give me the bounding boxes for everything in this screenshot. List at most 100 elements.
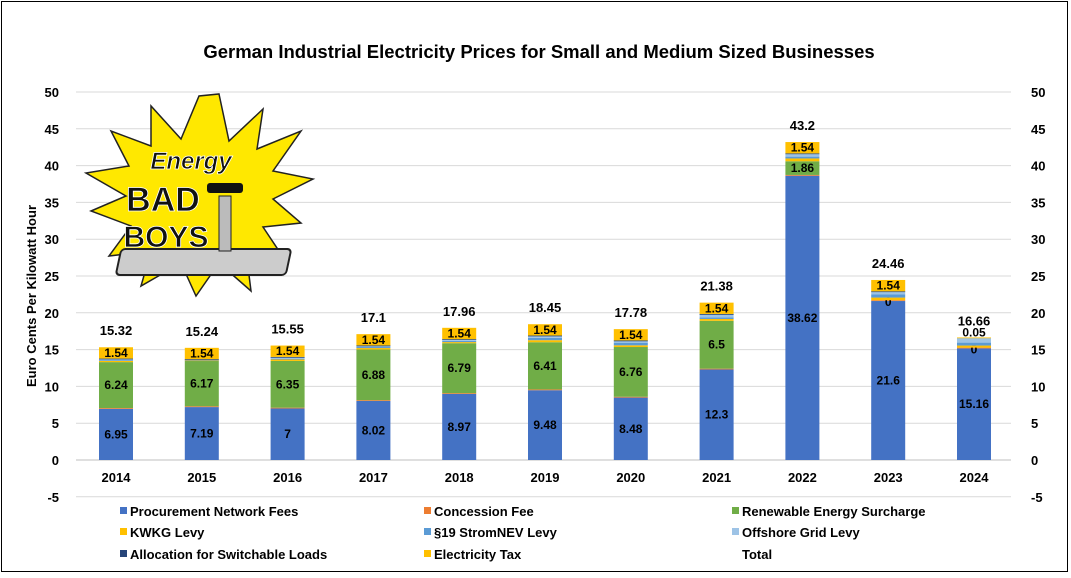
bar-segment: [699, 368, 734, 370]
data-label: 1.86: [791, 161, 815, 175]
data-label: 12.3: [705, 408, 729, 422]
bar-segment: [613, 340, 648, 343]
data-label: 1.54: [448, 326, 472, 340]
data-label: 8.48: [619, 422, 643, 436]
y-tick-label-left: 15: [45, 343, 59, 358]
y-tick-label-right: 45: [1031, 122, 1045, 137]
data-label: 9.48: [533, 418, 557, 432]
bar-segment: [528, 389, 562, 391]
data-label: 1.54: [276, 344, 300, 358]
total-label: 15.55: [271, 322, 304, 337]
data-label: 0: [971, 343, 978, 357]
x-tick-label: 2015: [187, 470, 216, 485]
y-tick-label-left: -5: [47, 490, 59, 505]
bar-segment: [957, 345, 991, 348]
legend-label: Total: [742, 547, 772, 562]
data-label: 1.54: [362, 333, 386, 347]
bar-segment: [442, 339, 477, 341]
legend-swatch: [120, 550, 127, 557]
y-tick-label-right: 40: [1031, 159, 1045, 174]
legend-label: Concession Fee: [434, 504, 534, 519]
y-tick-label-right: 20: [1031, 306, 1045, 321]
bar-segment: [785, 158, 820, 162]
bar-segment: [613, 396, 648, 398]
bar-segment: [442, 339, 477, 340]
bar-segment: [99, 358, 133, 361]
x-tick-label: 2018: [445, 470, 474, 485]
y-tick-label-right: 30: [1031, 232, 1045, 247]
bar-segment: [871, 297, 906, 301]
y-tick-label-right: 10: [1031, 379, 1045, 394]
bar-segment: [613, 347, 648, 397]
x-tick-label: 2017: [359, 470, 388, 485]
bar-segment: [528, 335, 562, 338]
bar-segment: [270, 345, 305, 357]
bar-segment: [356, 400, 391, 401]
legend-label: Allocation for Switchable Loads: [130, 547, 327, 562]
data-label: 1.54: [619, 328, 643, 342]
bar-segment: [957, 337, 991, 343]
chart-title: German Industrial Electricity Prices for…: [203, 41, 874, 62]
y-tick-label-left: 0: [52, 453, 59, 468]
bar-segment: [442, 393, 477, 460]
x-tick-label: 2021: [702, 470, 731, 485]
bar-segment: [528, 390, 562, 460]
total-label: 16.66: [958, 313, 991, 328]
bar-segment: [785, 175, 820, 460]
legend-label: Renewable Energy Surcharge: [742, 504, 926, 519]
bar-segment: [699, 314, 734, 318]
bar-segment: [184, 359, 219, 361]
legend-label: Electricity Tax: [434, 547, 522, 562]
bar-segment: [871, 291, 906, 293]
bar-segment: [699, 318, 734, 321]
bar-segment: [699, 302, 734, 314]
y-tick-label-right: 15: [1031, 343, 1045, 358]
x-tick-label: 2014: [102, 470, 132, 485]
data-label: 6.88: [362, 368, 386, 382]
y-tick-label-left: 10: [45, 379, 59, 394]
legend-swatch: [424, 550, 431, 557]
svg-text:BOYS: BOYS: [123, 221, 208, 254]
total-label: 15.32: [100, 323, 133, 338]
bar-segment: [528, 324, 562, 336]
bar-segment: [99, 358, 133, 360]
bar-segment: [99, 360, 133, 363]
data-label: 6.24: [104, 378, 128, 392]
bar-segment: [785, 161, 820, 175]
bar-segment: [184, 360, 219, 407]
bar-segment: [270, 356, 305, 358]
data-label: 21.6: [877, 374, 901, 388]
x-tick-label: 2020: [616, 470, 645, 485]
total-label: 18.45: [529, 300, 562, 315]
y-tick-label-right: 0: [1031, 453, 1038, 468]
y-tick-label-left: 35: [45, 195, 59, 210]
bar-segment: [99, 408, 133, 460]
x-tick-label: 2016: [273, 470, 302, 485]
legend-swatch: [120, 507, 127, 514]
bar-segment: [613, 340, 648, 342]
bar-segment: [184, 406, 219, 408]
legend-label: KWKG Levy: [130, 525, 205, 540]
bar-segment: [356, 400, 391, 460]
bar-segment: [613, 397, 648, 460]
y-tick-label-right: 5: [1031, 416, 1038, 431]
data-label: 1.54: [533, 323, 557, 337]
legend-swatch: [120, 528, 127, 535]
bar-segment: [270, 359, 305, 361]
bar-segment: [699, 317, 734, 319]
y-tick-label-left: 30: [45, 232, 59, 247]
bar-segment: [957, 348, 991, 460]
total-label: 17.78: [615, 305, 648, 320]
bar-segment: [871, 279, 906, 292]
bar-segment: [442, 340, 477, 343]
total-label: 24.46: [872, 256, 905, 271]
bar-segment: [613, 342, 648, 346]
x-tick-label: 2019: [531, 470, 560, 485]
bar-segment: [528, 335, 562, 337]
legend-swatch: [732, 528, 739, 535]
total-label: 43.2: [790, 118, 815, 133]
bar-segment: [356, 347, 391, 349]
data-label: 0.05: [962, 325, 986, 339]
data-label: 1.54: [877, 279, 901, 293]
total-label: 15.24: [186, 324, 219, 339]
